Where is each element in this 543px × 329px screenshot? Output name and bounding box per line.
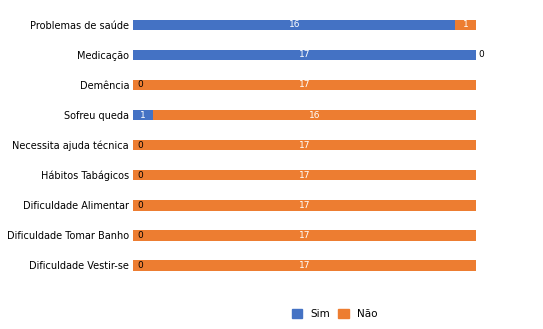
Bar: [133, 170, 476, 181]
Text: 0: 0: [137, 171, 143, 180]
Text: 17: 17: [299, 171, 310, 180]
Bar: [133, 80, 476, 90]
Text: 0: 0: [137, 140, 143, 150]
Bar: [133, 19, 456, 30]
Bar: [456, 19, 476, 30]
Bar: [133, 50, 476, 60]
Text: 17: 17: [299, 231, 310, 240]
Bar: [133, 140, 476, 150]
Text: 17: 17: [299, 50, 310, 59]
Text: 17: 17: [299, 81, 310, 89]
Text: 17: 17: [299, 261, 310, 270]
Bar: [133, 260, 476, 271]
Text: 16: 16: [309, 111, 320, 119]
Bar: [133, 110, 153, 120]
Legend: Sim, Não: Sim, Não: [287, 305, 382, 323]
Text: 1: 1: [463, 20, 469, 29]
Bar: [133, 200, 476, 211]
Text: 17: 17: [299, 140, 310, 150]
Text: 0: 0: [137, 261, 143, 270]
Text: 16: 16: [289, 20, 300, 29]
Text: 0: 0: [478, 50, 484, 59]
Text: 0: 0: [137, 201, 143, 210]
Text: 1: 1: [141, 111, 146, 119]
Text: 0: 0: [137, 81, 143, 89]
Text: 0: 0: [137, 231, 143, 240]
Bar: [133, 230, 476, 240]
Bar: [153, 110, 476, 120]
Text: 17: 17: [299, 201, 310, 210]
